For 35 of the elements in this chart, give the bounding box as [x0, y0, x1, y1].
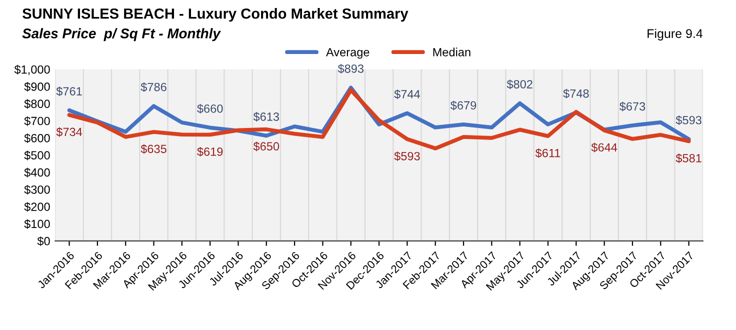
y-tick-label: $200: [24, 202, 50, 212]
y-tick-label: $800: [24, 99, 50, 109]
data-label: $748: [563, 88, 589, 98]
caption: Figure 9.4: [648, 28, 703, 40]
data-label: $679: [450, 100, 476, 110]
y-tick-label: $100: [24, 219, 50, 229]
chart-title: SUNNY ISLES BEACH - Luxury Condo Market Summary: [22, 8, 408, 22]
data-label: $593: [676, 115, 702, 126]
data-label: $644: [591, 142, 618, 152]
data-label: $893: [338, 64, 364, 74]
chart-subtitle: Sales Price p/ Sq Ft - Monthly: [22, 28, 221, 42]
data-label: $786: [140, 82, 166, 92]
data-label: $611: [535, 148, 560, 158]
y-tick-label: $300: [24, 184, 50, 195]
data-label: $635: [140, 144, 166, 154]
data-label: $802: [506, 80, 532, 90]
data-label: $613: [253, 112, 280, 122]
data-label: $593: [394, 151, 420, 162]
data-label: $744: [394, 90, 420, 100]
y-tick-label: $600: [24, 133, 50, 144]
legend-label: Average: [326, 48, 370, 59]
y-tick-label: $400: [24, 168, 50, 178]
data-label: $581: [676, 154, 702, 164]
data-label: $650: [253, 142, 280, 152]
data-label: $619: [197, 146, 223, 157]
data-label: $761: [56, 86, 82, 96]
y-tick-label: $900: [24, 82, 50, 92]
legend-label: Median: [433, 48, 470, 56]
data-label: $660: [197, 104, 223, 114]
data-label: $734: [56, 127, 82, 137]
y-tick-label: $700: [24, 116, 50, 126]
data-label: $673: [619, 102, 646, 112]
y-tick-label: $1,000: [14, 64, 50, 76]
y-tick-label: $0: [37, 236, 50, 246]
y-tick-label: $500: [24, 150, 50, 160]
